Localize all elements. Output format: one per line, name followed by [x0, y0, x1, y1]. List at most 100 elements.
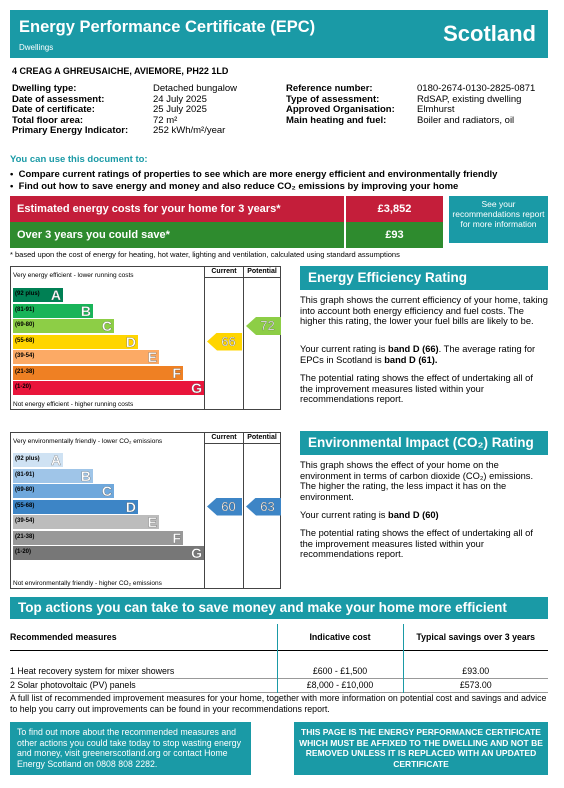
- detail-value: RdSAP, existing dwelling: [417, 93, 522, 105]
- ee-band-c: (69-80) C: [13, 318, 114, 334]
- detail-key: Main heating and fuel:: [286, 114, 387, 126]
- savings-label: Over 3 years you could save*: [10, 222, 344, 248]
- band-letter: C: [101, 318, 112, 334]
- estimated-costs-label: Estimated energy costs for your home for…: [10, 196, 344, 222]
- bullet-item: • Compare current ratings of properties …: [10, 169, 498, 180]
- potential-column-header: Potential: [247, 434, 277, 441]
- chart-top-text: Very environmentally friendly - lower CO…: [13, 438, 163, 445]
- ei-current-rating-arrow: 60: [207, 497, 242, 516]
- ee-band-b: (81-91) B: [13, 302, 93, 319]
- band-range-label: (21-38): [15, 368, 35, 375]
- detail-value: 25 July 2025: [153, 104, 207, 115]
- details-right: Reference number: 0180-2674-0130-2825-087…: [286, 83, 535, 126]
- band-letter: G: [191, 380, 202, 396]
- cost-footnote: * based upon the cost of energy for heat…: [10, 250, 400, 259]
- ee-potential-text: The potential rating shows the effect of…: [300, 373, 533, 404]
- estimated-costs-row: Estimated energy costs for your home for…: [10, 196, 443, 222]
- potential-rating-value: 63: [260, 498, 275, 514]
- table-header: Indicative cost: [276, 624, 403, 650]
- band-letter: E: [147, 349, 158, 365]
- details-left: Dwelling type: Detached bungalow Date of …: [12, 83, 237, 137]
- band-letter: D: [125, 333, 136, 350]
- band-range-label: (39-54): [15, 353, 35, 359]
- band-range-label: (69-80): [15, 487, 35, 493]
- potential-column-header: Potential: [247, 268, 277, 275]
- page-title: Energy Performance Certificate (EPC): [19, 18, 316, 36]
- more-info-box: To find out more about the recommended m…: [10, 722, 251, 775]
- detail-key: Dwelling type:: [12, 83, 77, 94]
- detail-key: Reference number:: [286, 83, 373, 94]
- band-letter: B: [80, 302, 91, 319]
- ei-description: This graph shows the effect of your home…: [300, 460, 534, 502]
- detail-value: Detached bungalow: [153, 83, 237, 94]
- estimated-costs-value: £3,852: [346, 196, 443, 222]
- ei-potential-text: The potential rating shows the effect of…: [300, 528, 533, 559]
- top-actions-heading: Top actions you can take to save money a…: [10, 597, 548, 619]
- potential-rating-value: 72: [260, 318, 275, 333]
- measure-cell: 1 Heat recovery system for mixer showers: [10, 665, 175, 676]
- detail-key: Primary Energy Indicator:: [12, 125, 129, 136]
- savings-row: Over 3 years you could save* £93: [10, 222, 443, 248]
- detail-key: Date of assessment:: [12, 93, 105, 105]
- ei-band-a: (92 plus) A: [13, 452, 63, 468]
- ee-band-f: (21-38) F: [13, 364, 183, 381]
- detail-value: 24 July 2025: [153, 93, 207, 105]
- band-letter: D: [125, 498, 136, 515]
- epc-header: Energy Performance Certificate (EPC) Dwe…: [10, 10, 548, 58]
- band-range-label: (39-54): [15, 518, 35, 524]
- saving-cell: £573.00: [402, 678, 548, 692]
- use-heading: You can use this document to:: [10, 154, 148, 165]
- current-rating-value: 66: [221, 333, 236, 349]
- ei-band-g: (1-20) G: [13, 545, 204, 561]
- ee-current-rating-text: Your current rating is band D (66). The …: [300, 344, 536, 365]
- energy-efficiency-chart: Current Potential Very energy efficient …: [10, 266, 281, 410]
- environmental-impact-chart: Current Potential Very environmentally f…: [10, 432, 281, 589]
- detail-value: Elmhurst: [417, 104, 455, 115]
- band-letter: G: [191, 545, 202, 561]
- band-letter: E: [147, 514, 158, 530]
- band-range-label: (69-80): [15, 322, 35, 328]
- bullet-item: • Find out how to save energy and money …: [10, 181, 459, 192]
- chart-top-text: Very energy efficient - lower running co…: [13, 272, 134, 279]
- current-rating-value: 60: [221, 498, 236, 514]
- band-range-label: (55-68): [15, 502, 35, 509]
- recommendations-table: Recommended measures Indicative cost Typ…: [10, 624, 548, 693]
- savings-value: £93: [346, 222, 443, 248]
- ei-potential-rating-arrow: 63: [246, 497, 281, 516]
- ee-potential-rating-arrow: 72: [246, 317, 281, 335]
- band-letter: F: [172, 364, 181, 381]
- page-subtitle: Dwellings: [19, 43, 54, 52]
- ee-band-g: (1-20) G: [13, 380, 204, 396]
- ee-description: This graph shows the current efficiency …: [300, 295, 548, 326]
- ei-current-rating-text: Your current rating is band D (60): [300, 510, 439, 520]
- current-column-header: Current: [211, 434, 237, 441]
- band-letter: A: [50, 452, 61, 468]
- ei-band-d: (55-68) D: [13, 498, 138, 515]
- table-header: Recommended measures: [10, 631, 117, 642]
- ei-band-e: (39-54) E: [13, 514, 159, 530]
- table-row: 2 Solar photovoltaic (PV) panels £8,000 …: [10, 678, 548, 692]
- chart-bottom-text: Not energy efficient - higher running co…: [13, 401, 134, 408]
- band-range-label: (55-68): [15, 337, 35, 344]
- band-letter: F: [172, 529, 181, 546]
- measure-cell: 2 Solar photovoltaic (PV) panels: [10, 680, 136, 690]
- ee-band-d: (55-68) D: [13, 333, 138, 350]
- band-range-label: (81-91): [15, 471, 35, 478]
- band-range-label: (21-38): [15, 533, 35, 540]
- cost-cell: £8,000 - £10,000: [276, 678, 403, 692]
- detail-key: Date of certificate:: [12, 104, 95, 115]
- table-header: Typical savings over 3 years: [402, 624, 548, 650]
- band-letter: A: [50, 287, 61, 303]
- recommendations-link[interactable]: See your recommendations report for more…: [449, 196, 548, 243]
- cost-cell: £600 - £1,500: [276, 664, 403, 678]
- ee-current-rating-arrow: 66: [207, 332, 242, 351]
- detail-key: Type of assessment:: [286, 93, 380, 105]
- band-range-label: (81-91): [15, 306, 35, 313]
- energy-efficiency-heading: Energy Efficiency Rating: [300, 266, 548, 290]
- band-range-label: (1-20): [15, 384, 32, 390]
- band-range-label: (92 plus): [15, 291, 40, 297]
- detail-value: 72 m²: [153, 114, 178, 126]
- property-address: 4 CREAG A GHREUSAICHE, AVIEMORE, PH22 1L…: [12, 66, 229, 76]
- band-range-label: (92 plus): [15, 456, 40, 462]
- saving-cell: £93.00: [402, 664, 548, 678]
